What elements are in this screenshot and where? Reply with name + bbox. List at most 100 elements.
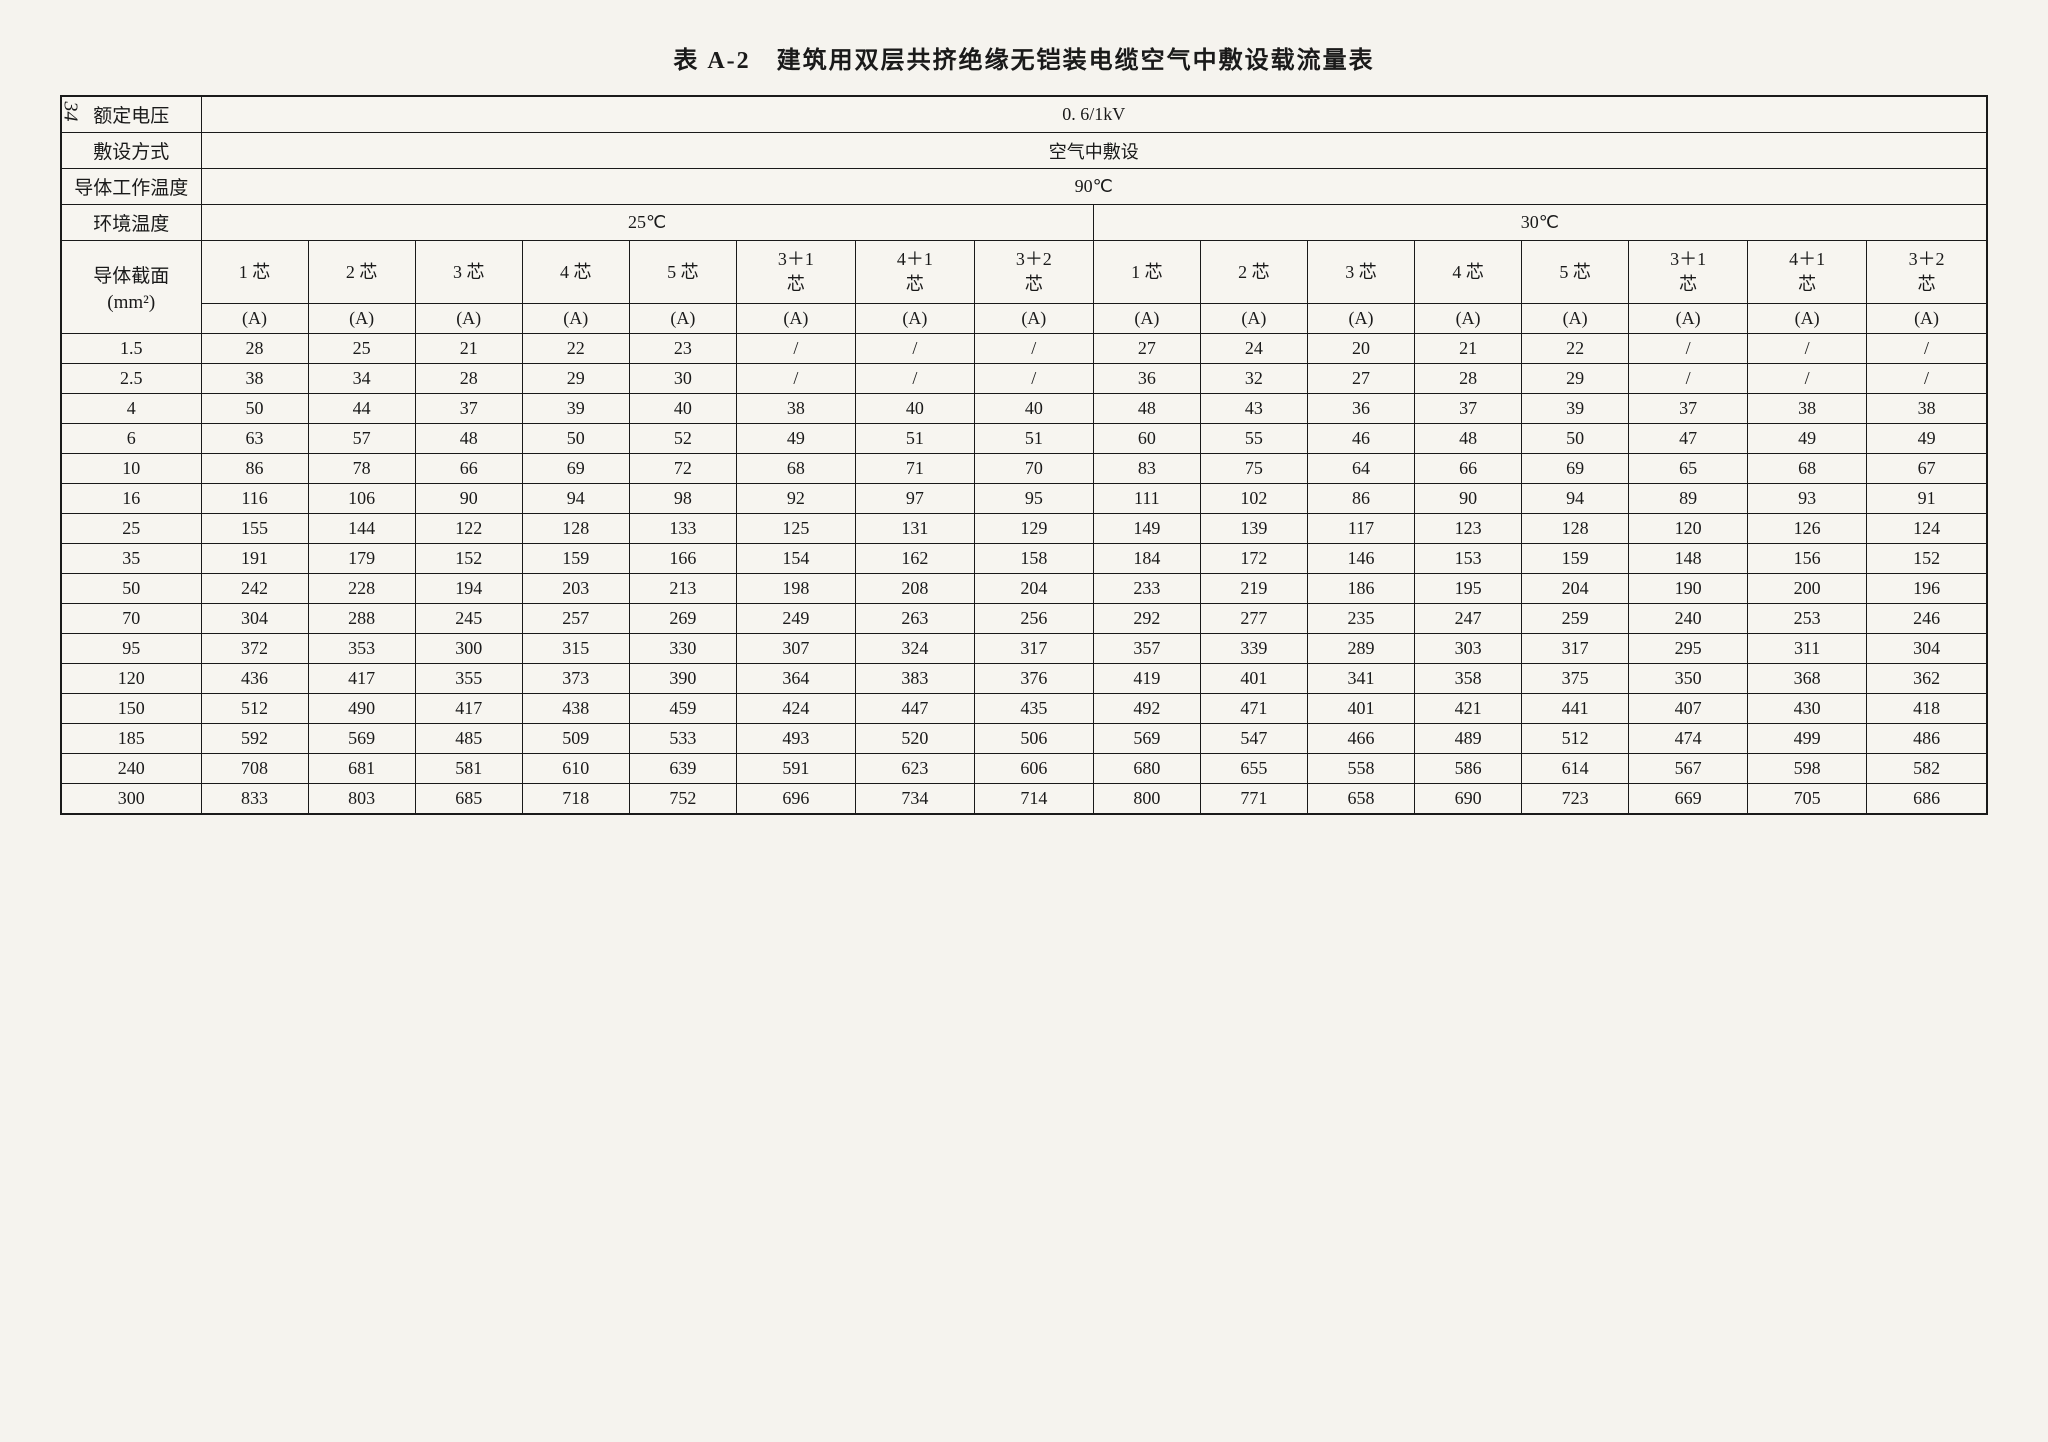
- cell-8-8: 233: [1093, 574, 1200, 604]
- cell-2-5: 38: [736, 394, 855, 424]
- cell-8-6: 208: [855, 574, 974, 604]
- cell-6-11: 123: [1415, 514, 1522, 544]
- cell-15-8: 800: [1093, 784, 1200, 815]
- cell-2-9: 43: [1200, 394, 1307, 424]
- label-rated-voltage: 额定电压: [61, 96, 201, 133]
- col-core-1: 2 芯: [308, 241, 415, 304]
- cell-6-6: 131: [855, 514, 974, 544]
- cell-4-6: 71: [855, 454, 974, 484]
- value-ambient-30: 30℃: [1093, 205, 1987, 241]
- cell-11-1: 417: [308, 664, 415, 694]
- cell-15-3: 718: [522, 784, 629, 815]
- cell-2-12: 39: [1522, 394, 1629, 424]
- cell-6-7: 129: [974, 514, 1093, 544]
- cell-5-9: 102: [1200, 484, 1307, 514]
- cell-14-7: 606: [974, 754, 1093, 784]
- cell-6-3: 128: [522, 514, 629, 544]
- row-size-13: 185: [61, 724, 201, 754]
- col-unit-0: (A): [201, 304, 308, 334]
- cell-9-7: 256: [974, 604, 1093, 634]
- cell-13-0: 592: [201, 724, 308, 754]
- col-core-3: 4 芯: [522, 241, 629, 304]
- col-unit-7: (A): [974, 304, 1093, 334]
- cell-6-0: 155: [201, 514, 308, 544]
- cell-9-5: 249: [736, 604, 855, 634]
- cell-4-14: 68: [1748, 454, 1867, 484]
- cell-14-0: 708: [201, 754, 308, 784]
- cell-5-4: 98: [629, 484, 736, 514]
- cell-2-10: 36: [1307, 394, 1414, 424]
- col-unit-11: (A): [1415, 304, 1522, 334]
- cell-10-5: 307: [736, 634, 855, 664]
- cell-7-1: 179: [308, 544, 415, 574]
- cell-14-10: 558: [1307, 754, 1414, 784]
- cell-11-11: 358: [1415, 664, 1522, 694]
- label-laying-method: 敷设方式: [61, 133, 201, 169]
- cell-1-5: /: [736, 364, 855, 394]
- cell-15-5: 696: [736, 784, 855, 815]
- cell-8-5: 198: [736, 574, 855, 604]
- cell-11-14: 368: [1748, 664, 1867, 694]
- cell-2-4: 40: [629, 394, 736, 424]
- cell-4-0: 86: [201, 454, 308, 484]
- cell-8-12: 204: [1522, 574, 1629, 604]
- cell-6-14: 126: [1748, 514, 1867, 544]
- cell-14-14: 598: [1748, 754, 1867, 784]
- cell-13-2: 485: [415, 724, 522, 754]
- cell-9-11: 247: [1415, 604, 1522, 634]
- cell-13-8: 569: [1093, 724, 1200, 754]
- cell-7-0: 191: [201, 544, 308, 574]
- cell-0-5: /: [736, 334, 855, 364]
- cell-2-2: 37: [415, 394, 522, 424]
- cell-13-13: 474: [1629, 724, 1748, 754]
- col-core-15: 3＋2芯: [1867, 241, 1987, 304]
- col-core-10: 3 芯: [1307, 241, 1414, 304]
- cell-0-11: 21: [1415, 334, 1522, 364]
- cell-10-3: 315: [522, 634, 629, 664]
- cell-4-8: 83: [1093, 454, 1200, 484]
- cell-11-8: 419: [1093, 664, 1200, 694]
- cell-3-1: 57: [308, 424, 415, 454]
- cell-6-12: 128: [1522, 514, 1629, 544]
- col-core-12: 5 芯: [1522, 241, 1629, 304]
- cell-6-4: 133: [629, 514, 736, 544]
- cell-0-4: 23: [629, 334, 736, 364]
- cell-8-4: 213: [629, 574, 736, 604]
- cell-15-12: 723: [1522, 784, 1629, 815]
- row-size-9: 70: [61, 604, 201, 634]
- cell-2-1: 44: [308, 394, 415, 424]
- row-size-6: 25: [61, 514, 201, 544]
- cell-0-3: 22: [522, 334, 629, 364]
- cell-7-7: 158: [974, 544, 1093, 574]
- cell-1-13: /: [1629, 364, 1748, 394]
- cell-8-2: 194: [415, 574, 522, 604]
- cell-14-6: 623: [855, 754, 974, 784]
- cell-12-12: 441: [1522, 694, 1629, 724]
- cell-15-1: 803: [308, 784, 415, 815]
- cell-5-7: 95: [974, 484, 1093, 514]
- cell-0-14: /: [1748, 334, 1867, 364]
- cell-9-12: 259: [1522, 604, 1629, 634]
- cell-1-12: 29: [1522, 364, 1629, 394]
- cell-13-11: 489: [1415, 724, 1522, 754]
- cell-5-5: 92: [736, 484, 855, 514]
- cell-1-6: /: [855, 364, 974, 394]
- cell-5-13: 89: [1629, 484, 1748, 514]
- cell-2-13: 37: [1629, 394, 1748, 424]
- cell-8-15: 196: [1867, 574, 1987, 604]
- col-unit-6: (A): [855, 304, 974, 334]
- col-unit-2: (A): [415, 304, 522, 334]
- cell-12-7: 435: [974, 694, 1093, 724]
- cell-10-6: 324: [855, 634, 974, 664]
- cell-10-11: 303: [1415, 634, 1522, 664]
- cell-15-6: 734: [855, 784, 974, 815]
- cell-0-8: 27: [1093, 334, 1200, 364]
- cell-0-9: 24: [1200, 334, 1307, 364]
- cell-5-12: 94: [1522, 484, 1629, 514]
- col-core-4: 5 芯: [629, 241, 736, 304]
- cell-14-8: 680: [1093, 754, 1200, 784]
- cell-6-2: 122: [415, 514, 522, 544]
- cell-14-2: 581: [415, 754, 522, 784]
- row-size-4: 10: [61, 454, 201, 484]
- cell-9-10: 235: [1307, 604, 1414, 634]
